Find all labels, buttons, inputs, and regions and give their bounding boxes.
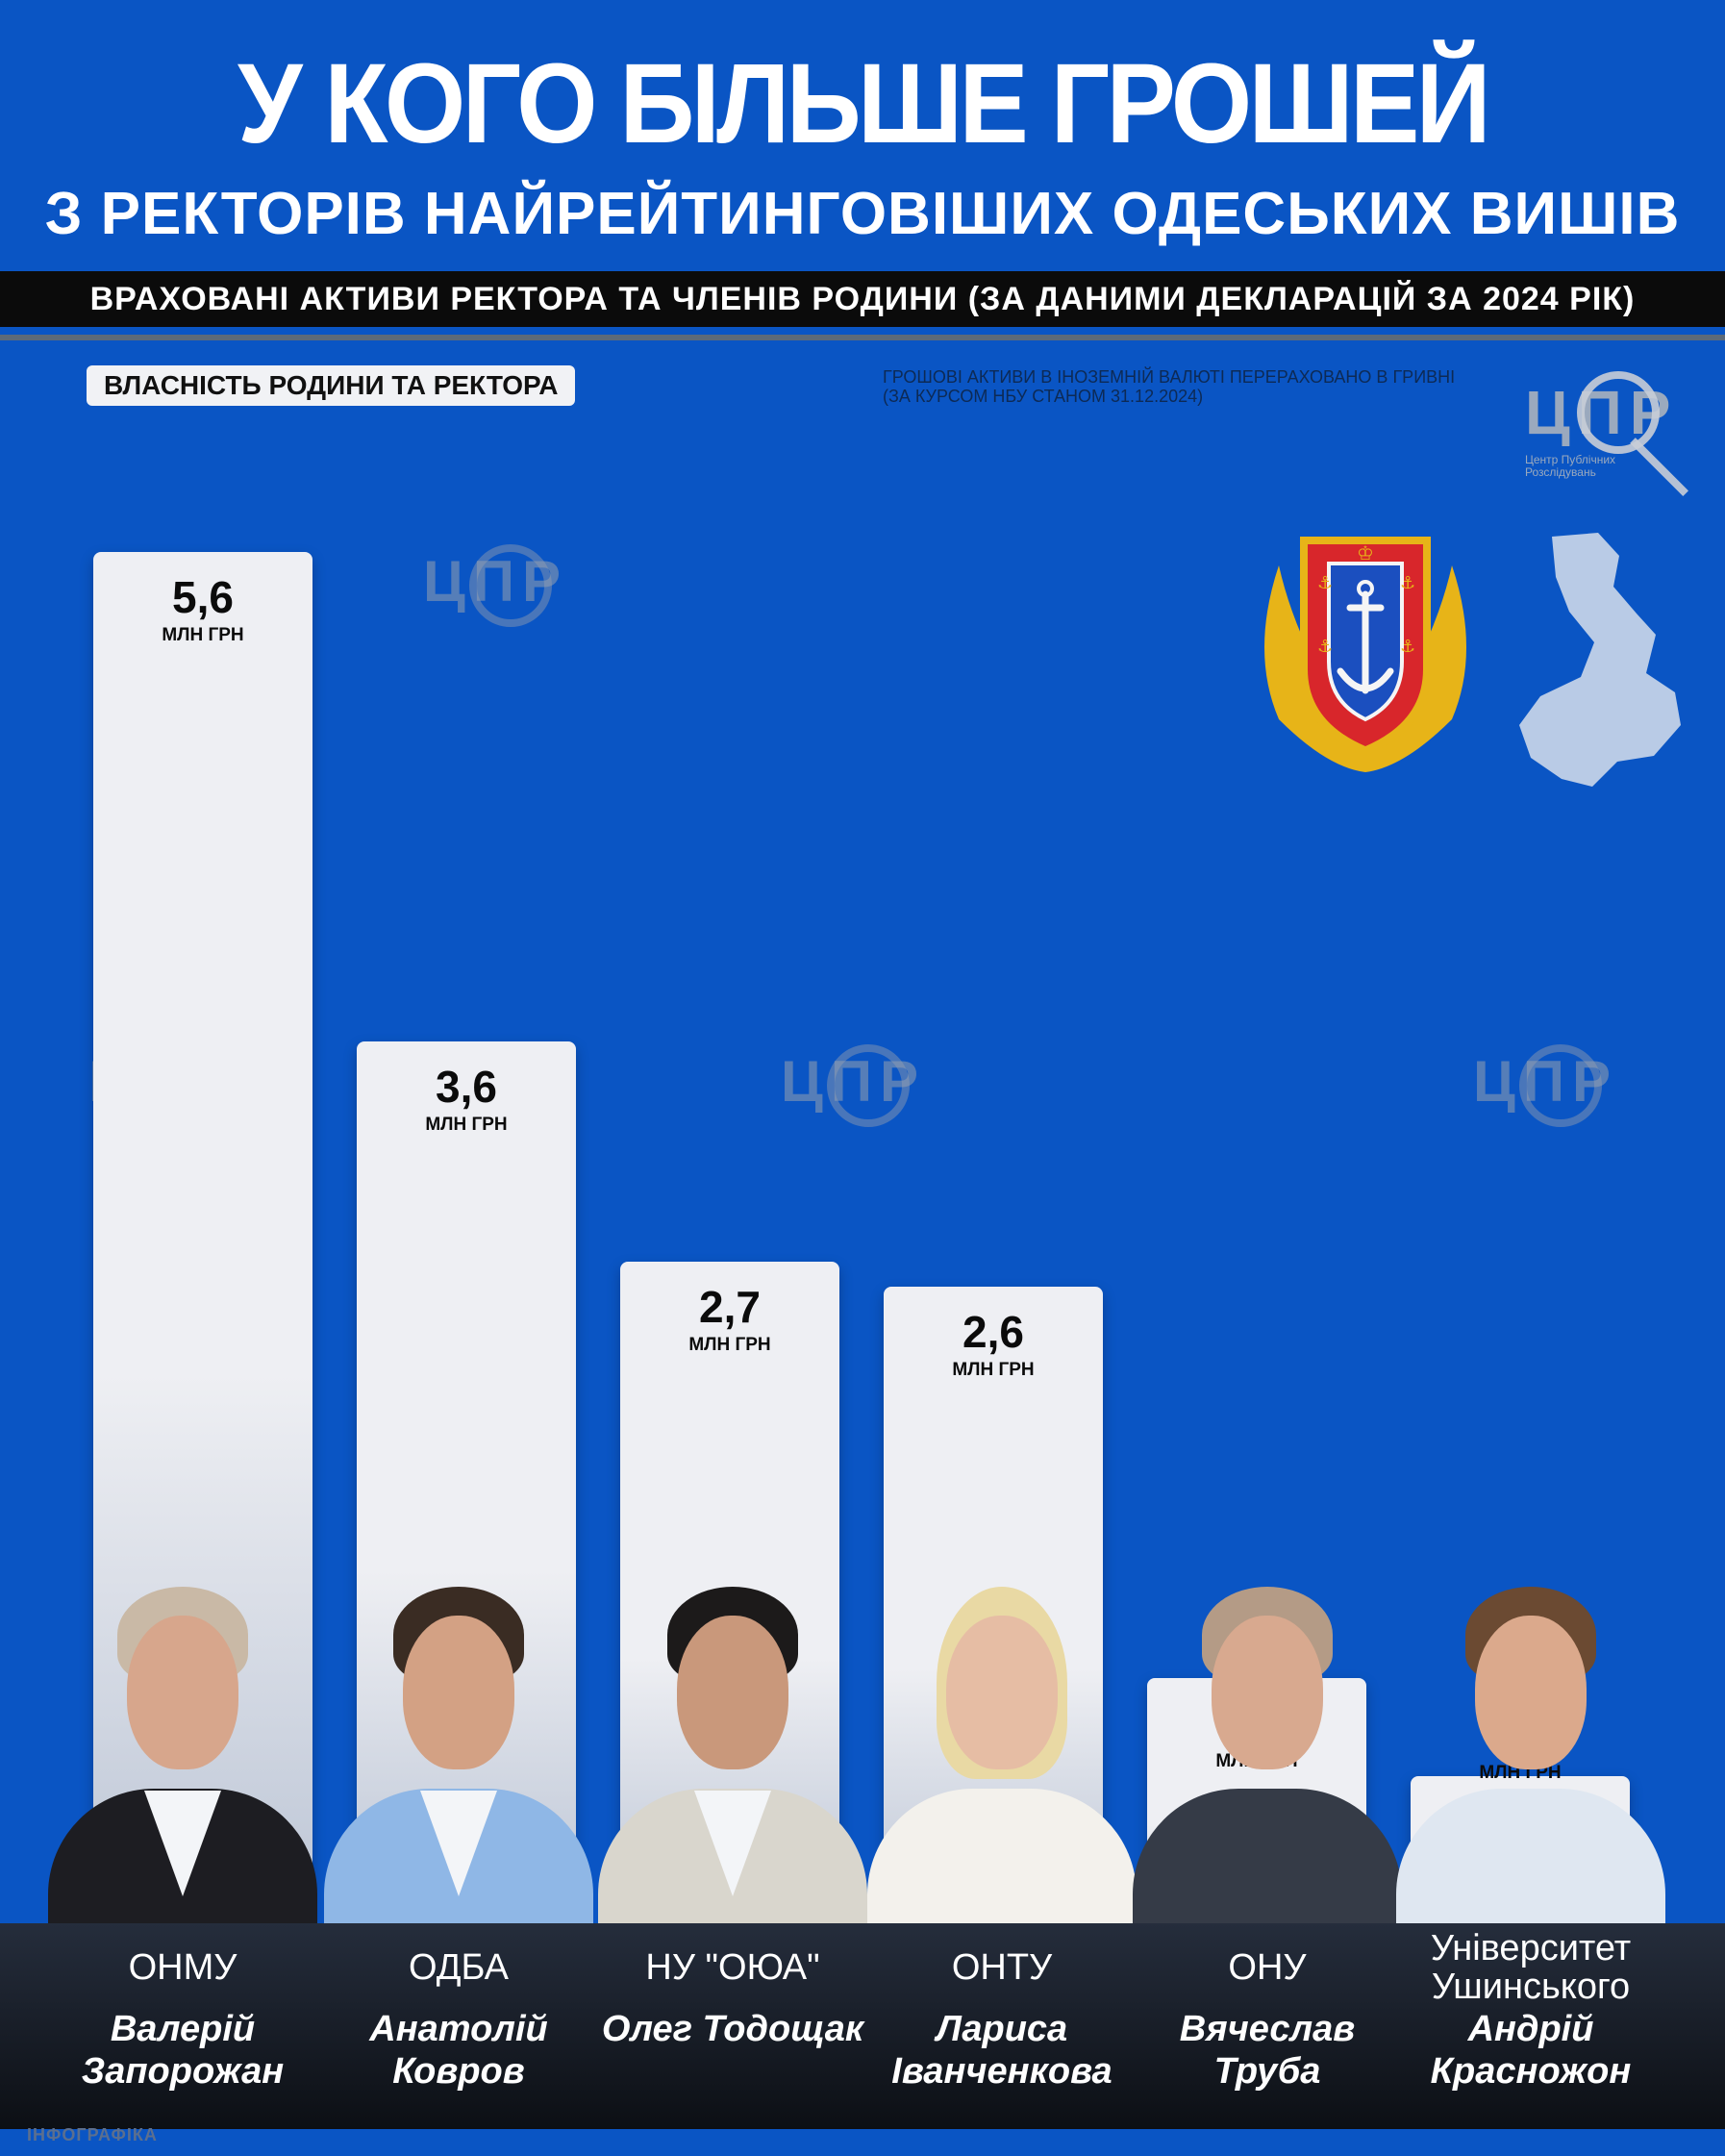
caption-bar: ВРАХОВАНІ АКТИВИ РЕКТОРА ТА ЧЛЕНІВ РОДИН… <box>0 271 1725 327</box>
portrait-head <box>403 1616 514 1769</box>
svg-text:⚓: ⚓ <box>1400 573 1415 593</box>
watermark-magnifier-icon <box>469 544 552 627</box>
university-name: ОНМУ <box>128 1947 238 1988</box>
rector-name: Андрій Красножон <box>1430 2009 1632 2092</box>
svg-text:⚓: ⚓ <box>1317 573 1333 593</box>
currency-note: ГРОШОВІ АКТИВИ В ІНОЗЕМНІЙ ВАЛЮТІ ПЕРЕРА… <box>883 367 1455 406</box>
watermark-magnifier-icon <box>827 1044 910 1127</box>
svg-text:⚓: ⚓ <box>1400 637 1415 657</box>
rector-name: Лариса Іванченкова <box>891 2009 1112 2092</box>
odesa-coat-of-arms-icon: ♔ ⚓ ⚓ ⚓ ⚓ <box>1264 537 1466 772</box>
legend-pill: ВЛАСНІСТЬ РОДИНИ ТА РЕКТОРА <box>87 365 576 406</box>
rector-portrait <box>38 1587 327 1923</box>
rector-label: НУ "ОЮА" Олег Тодощак <box>588 1927 877 2050</box>
bar <box>357 1041 576 1923</box>
bar-value-label: 2,6 <box>962 1307 1024 1357</box>
currency-note-line1: ГРОШОВІ АКТИВИ В ІНОЗЕМНІЙ ВАЛЮТІ ПЕРЕРА… <box>883 367 1456 387</box>
divider-line <box>0 335 1725 340</box>
svg-text:♔: ♔ <box>1357 541 1374 564</box>
portrait-head <box>1475 1616 1587 1769</box>
rector-name: Олег Тодощак <box>601 2009 864 2049</box>
portrait-body <box>1133 1789 1402 1923</box>
bar-value-label: 5,6 <box>172 572 234 622</box>
portrait-head <box>677 1616 788 1769</box>
rector-label: ОНУ Вячеслав Труба <box>1123 1927 1412 2093</box>
university-name: ОНУ <box>1228 1947 1307 1988</box>
university-name: ОДБА <box>409 1947 509 1988</box>
rector-name: Валерій Запорожан <box>81 2009 285 2092</box>
watermark-magnifier-icon <box>1519 1044 1602 1127</box>
page-subtitle: З РЕКТОРІВ НАЙРЕЙТИНГОВІШИХ ОДЕСЬКИХ ВИШ… <box>44 181 1681 247</box>
bar-unit-label: МЛН ГРН <box>952 1360 1035 1380</box>
watermark-icon: ЦПР <box>1473 1044 1665 1164</box>
bar-unit-label: МЛН ГРН <box>425 1115 508 1135</box>
rector-name: Вячеслав Труба <box>1179 2009 1356 2092</box>
bar-value-label: 2,7 <box>699 1282 761 1332</box>
magnifier-icon <box>1577 371 1660 454</box>
rector-label: ОДБА Анатолій Ковров <box>314 1927 603 2093</box>
footer-band <box>0 1923 1725 2129</box>
credit-label: ІНФОГРАФІКА <box>27 2125 158 2144</box>
rector-portrait <box>588 1587 877 1923</box>
rector-label: ОНТУ Лариса Іванченкова <box>858 1927 1146 2093</box>
university-name: НУ "ОЮА" <box>645 1947 820 1988</box>
bar-unit-label: МЛН ГРН <box>162 625 244 645</box>
currency-note-line2: (ЗА КУРСОМ НБУ СТАНОМ 31.12.2024) <box>883 387 1204 406</box>
rector-label: Університет Ушинського Андрій Красножон <box>1387 1927 1675 2093</box>
rector-portrait <box>314 1587 603 1923</box>
portrait-head <box>946 1616 1058 1769</box>
svg-text:⚓: ⚓ <box>1317 637 1333 657</box>
portrait-head <box>127 1616 238 1769</box>
cpr-logo-subtext: Центр Публічних Розслідувань <box>1525 453 1616 479</box>
odesa-oblast-map-icon <box>1519 533 1681 787</box>
caption-text: ВРАХОВАНІ АКТИВИ РЕКТОРА ТА ЧЛЕНІВ РОДИН… <box>89 281 1636 317</box>
watermark-icon: ЦПР <box>423 544 615 664</box>
university-name: ОНТУ <box>951 1947 1053 1988</box>
portrait-head <box>1212 1616 1323 1769</box>
bar-value-label: 3,6 <box>436 1062 497 1112</box>
rector-portrait <box>1123 1587 1412 1923</box>
bar-unit-label: МЛН ГРН <box>688 1335 771 1355</box>
portrait-body <box>867 1789 1137 1923</box>
cpr-logo: ЦПР Центр Публічних Розслідувань <box>1525 371 1708 502</box>
university-name: Університет Ушинського <box>1430 1928 1632 2007</box>
rector-portrait <box>1387 1587 1675 1923</box>
rector-label: ОНМУ Валерій Запорожан <box>38 1927 327 2093</box>
page-title: У КОГО БІЛЬШЕ ГРОШЕЙ <box>237 40 1491 167</box>
portrait-body <box>1396 1789 1665 1923</box>
rector-portrait <box>858 1587 1146 1923</box>
rector-name: Анатолій Ковров <box>369 2009 548 2092</box>
watermark-icon: ЦПР <box>781 1044 973 1164</box>
